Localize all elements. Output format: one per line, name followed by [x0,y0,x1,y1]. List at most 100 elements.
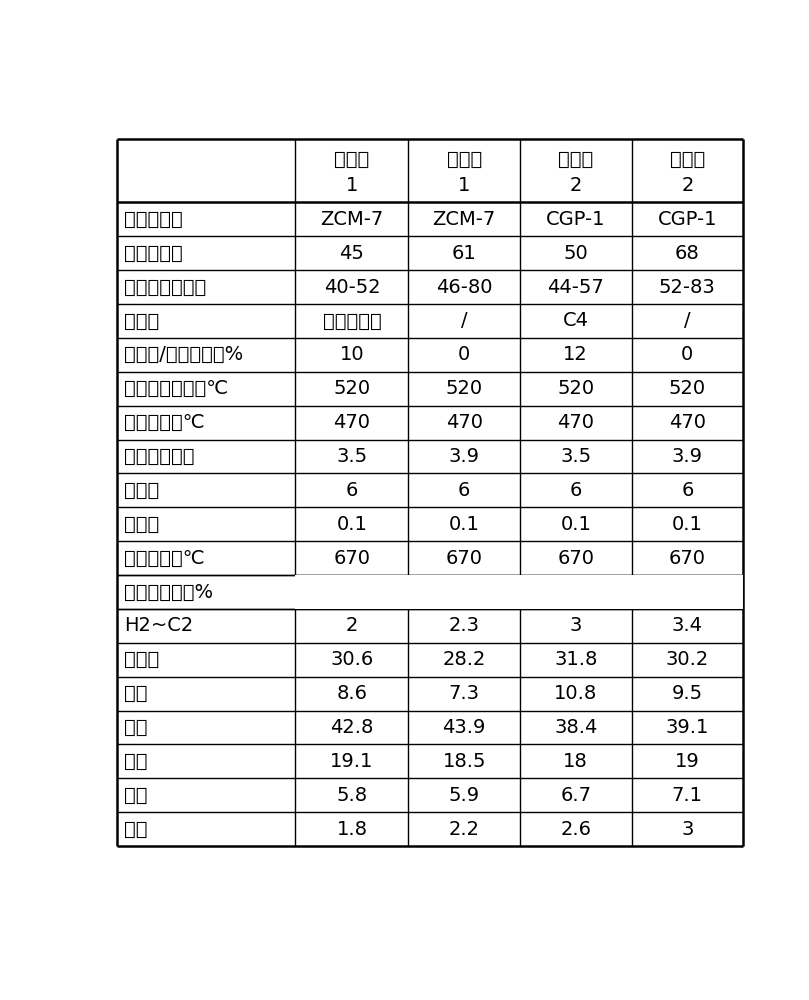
Text: 实施例: 实施例 [558,150,593,169]
Text: 0: 0 [681,345,693,364]
Text: 对比例: 对比例 [670,150,705,169]
Text: 再生温度，℃: 再生温度，℃ [125,549,205,568]
Text: 2.3: 2.3 [449,616,480,635]
Text: 1: 1 [345,176,358,195]
Text: 19: 19 [675,752,700,771]
Text: 实施例: 实施例 [334,150,370,169]
Text: 68: 68 [675,244,700,263]
Text: 19.1: 19.1 [330,752,374,771]
Text: 670: 670 [333,549,371,568]
Text: ZCM-7: ZCM-7 [433,210,496,229]
Text: /: / [461,311,468,330]
Text: 470: 470 [333,413,371,432]
Text: 物料平衡，重%: 物料平衡，重% [125,583,214,602]
Text: 470: 470 [446,413,483,432]
Text: 3: 3 [681,820,693,839]
Text: 重油: 重油 [125,786,148,805]
Text: 液化气: 液化气 [125,650,159,669]
Text: 6: 6 [345,481,358,500]
Text: 对比例: 对比例 [447,150,482,169]
Text: 2.6: 2.6 [561,820,591,839]
Text: 二反温度，℃: 二反温度，℃ [125,413,205,432]
Text: 28.2: 28.2 [443,650,486,669]
Text: 43.9: 43.9 [443,718,486,737]
Text: 520: 520 [333,379,371,398]
Text: 61: 61 [451,244,477,263]
Text: 柴油: 柴油 [125,752,148,771]
Text: ZCM-7: ZCM-7 [320,210,383,229]
Text: 520: 520 [446,379,483,398]
Bar [295,575,743,609]
Text: 10: 10 [340,345,364,364]
Text: 30.2: 30.2 [666,650,709,669]
Text: 3.4: 3.4 [671,616,703,635]
Text: 汽油: 汽油 [125,718,148,737]
Text: 2: 2 [681,176,693,195]
Text: 1.8: 1.8 [337,820,367,839]
Text: 2: 2 [345,616,358,635]
Text: 回炼油/原料油，重%: 回炼油/原料油，重% [125,345,244,364]
Text: 40-52: 40-52 [324,278,380,297]
Text: 470: 470 [557,413,595,432]
Text: 52-83: 52-83 [659,278,716,297]
Text: 50: 50 [563,244,588,263]
Text: 38.4: 38.4 [554,718,597,737]
Text: 催化剂活性: 催化剂活性 [125,244,183,263]
Text: 470: 470 [669,413,705,432]
Text: 6: 6 [458,481,470,500]
Text: 42.8: 42.8 [330,718,374,737]
Text: 12: 12 [563,345,588,364]
Text: 回炼油: 回炼油 [125,311,159,330]
Text: H2~C2: H2~C2 [125,616,193,635]
Text: 3.9: 3.9 [449,447,480,466]
Text: 1: 1 [458,176,470,195]
Text: 5.9: 5.9 [448,786,480,805]
Text: 6.7: 6.7 [561,786,591,805]
Text: 0.1: 0.1 [561,515,591,534]
Text: 45: 45 [340,244,364,263]
Text: CGP-1: CGP-1 [546,210,605,229]
Text: 3: 3 [570,616,582,635]
Text: 520: 520 [557,379,595,398]
Text: C4: C4 [563,311,589,330]
Text: 6: 6 [570,481,582,500]
Text: 39.1: 39.1 [666,718,709,737]
Text: 670: 670 [557,549,595,568]
Text: 18: 18 [563,752,588,771]
Text: 8.6: 8.6 [337,684,367,703]
Text: /: / [684,311,691,330]
Text: 2: 2 [570,176,582,195]
Text: 46-80: 46-80 [436,278,493,297]
Text: 18.5: 18.5 [443,752,486,771]
Text: 30.6: 30.6 [330,650,374,669]
Text: 670: 670 [446,549,483,568]
Text: 6: 6 [681,481,693,500]
Text: 7.3: 7.3 [449,684,480,703]
Text: 0.1: 0.1 [337,515,367,534]
Text: 一反出口温度，℃: 一反出口温度，℃ [125,379,228,398]
Text: 9.5: 9.5 [671,684,703,703]
Text: 水油比: 水油比 [125,515,159,534]
Text: 3.5: 3.5 [560,447,591,466]
Text: 31.8: 31.8 [554,650,597,669]
Text: 3.5: 3.5 [337,447,367,466]
Text: 2.2: 2.2 [449,820,480,839]
Text: 44-57: 44-57 [548,278,604,297]
Text: 催化剂活性范围: 催化剂活性范围 [125,278,206,297]
Text: 5.8: 5.8 [337,786,367,805]
Text: 670: 670 [669,549,705,568]
Text: 催化剂类型: 催化剂类型 [125,210,183,229]
Text: 7.1: 7.1 [671,786,703,805]
Text: 剂油比: 剂油比 [125,481,159,500]
Text: 0.1: 0.1 [449,515,480,534]
Text: 0: 0 [458,345,470,364]
Text: 轻汽油馏分: 轻汽油馏分 [323,311,381,330]
Text: 520: 520 [669,379,706,398]
Text: 焦炭: 焦炭 [125,820,148,839]
Text: 丙烯: 丙烯 [125,684,148,703]
Text: CGP-1: CGP-1 [658,210,717,229]
Text: 10.8: 10.8 [554,684,597,703]
Text: 0.1: 0.1 [672,515,703,534]
Text: 二反时间，秒: 二反时间，秒 [125,447,195,466]
Text: 3.9: 3.9 [671,447,703,466]
